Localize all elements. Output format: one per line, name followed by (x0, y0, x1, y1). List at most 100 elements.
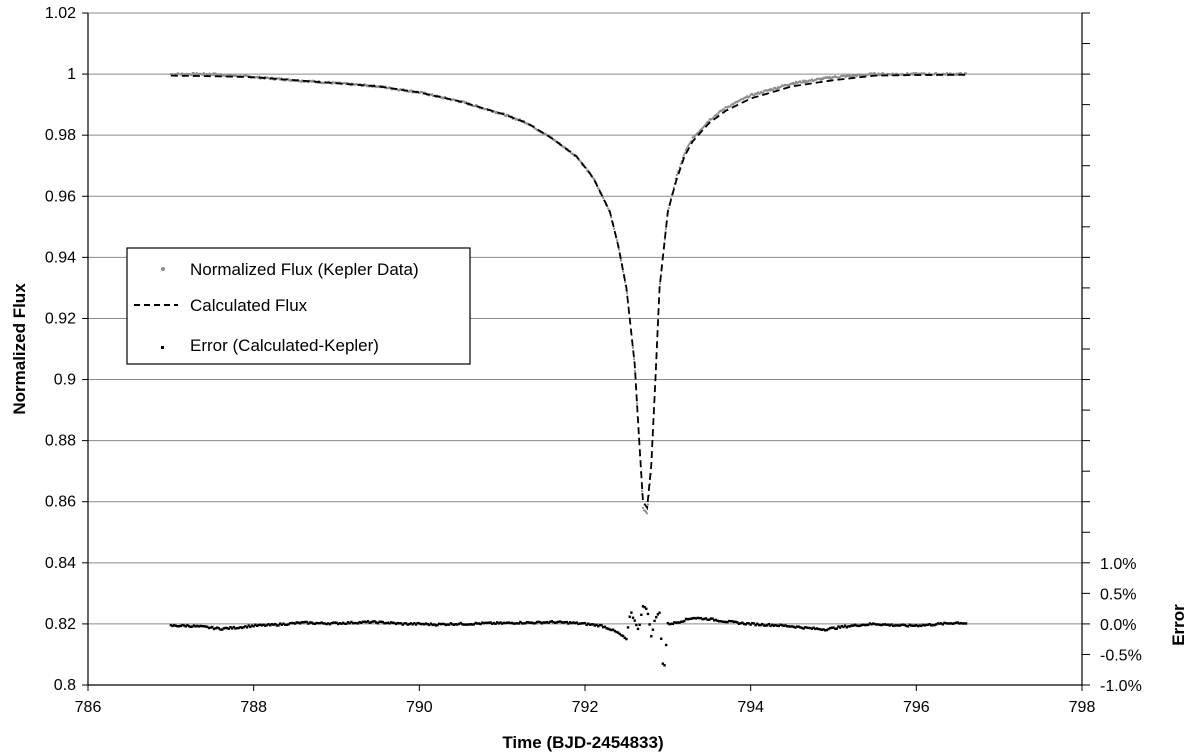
error-point (613, 629, 617, 633)
error-point (655, 615, 658, 619)
kepler-flux-point (716, 113, 719, 116)
error-point (269, 624, 272, 627)
error-point (703, 617, 706, 621)
error-point (905, 624, 908, 628)
error-point (684, 617, 688, 621)
error-point (878, 623, 882, 627)
error-point (872, 622, 875, 625)
error-point (736, 621, 739, 624)
kepler-flux-point (640, 490, 644, 493)
error-point (741, 621, 744, 624)
error-point (303, 620, 307, 624)
error-point (451, 623, 454, 626)
kepler-flux-point (801, 79, 805, 82)
kepler-flux-point (688, 142, 691, 145)
error-point (464, 623, 467, 626)
error-point (431, 623, 434, 627)
x-tick-label-4: 794 (737, 699, 764, 716)
error-point (761, 622, 764, 626)
error-point (817, 627, 820, 631)
error-point (381, 620, 385, 624)
x-axis-title: Time (BJD-2454833) (502, 733, 663, 752)
error-point (828, 626, 832, 630)
error-point (466, 623, 469, 626)
kepler-flux-point (685, 147, 688, 150)
y2-tick-label-2: 0.0% (1100, 617, 1136, 634)
error-point (895, 624, 898, 627)
error-point (331, 621, 335, 624)
error-point (181, 623, 184, 627)
kepler-flux-point (622, 270, 625, 273)
error-point (575, 621, 578, 624)
error-point (852, 624, 855, 627)
error-point (298, 622, 302, 625)
kepler-flux-point (431, 93, 434, 96)
error-point (600, 624, 603, 627)
error-point (376, 622, 380, 625)
error-point (898, 624, 901, 627)
error-point (322, 622, 325, 625)
error-point (721, 620, 724, 623)
error-point (474, 621, 477, 625)
error-point (766, 624, 769, 627)
error-point (211, 625, 214, 629)
y-axis-title: Normalized Flux (10, 283, 29, 415)
kepler-flux-point (964, 72, 968, 75)
error-point (330, 621, 333, 625)
error-point (928, 623, 931, 626)
error-point (549, 620, 552, 623)
error-point (804, 626, 807, 629)
series-calculated-flux (170, 73, 967, 511)
error-point (757, 623, 761, 627)
error-point (424, 622, 428, 625)
error-point (428, 623, 431, 627)
x-tick-label-2: 790 (406, 699, 433, 716)
error-point (411, 623, 414, 626)
error-point (771, 623, 774, 627)
kepler-flux-point (732, 103, 735, 106)
error-point (714, 618, 718, 622)
error-point (189, 625, 192, 629)
error-point (371, 620, 375, 623)
y-tick-label-7: 0.94 (45, 249, 76, 266)
error-point (348, 622, 351, 625)
error-point (888, 624, 892, 627)
kepler-flux-point (946, 72, 949, 75)
x-tick-label-0: 786 (75, 699, 102, 716)
error-point (275, 624, 279, 627)
error-point (305, 620, 308, 624)
error-point (254, 623, 257, 626)
error-point (433, 623, 436, 626)
error-point (492, 621, 496, 625)
error-point (515, 622, 519, 625)
error-point (911, 624, 915, 627)
error-point (370, 620, 373, 624)
error-point (414, 623, 418, 626)
y-tick-label-3: 0.86 (45, 494, 76, 511)
error-point (398, 622, 401, 625)
error-point (726, 620, 729, 624)
error-point (797, 625, 800, 628)
error-point (239, 625, 242, 629)
error-point (242, 625, 245, 629)
error-point (810, 627, 814, 630)
error-point (578, 622, 582, 625)
error-point (827, 627, 830, 631)
legend: Normalized Flux (Kepler Data) Calculated… (126, 247, 471, 365)
error-point (217, 627, 221, 630)
kepler-flux-point (658, 282, 661, 285)
error-point (583, 621, 587, 625)
error-point (505, 621, 509, 624)
error-point (964, 622, 968, 625)
error-point (240, 626, 244, 630)
error-point (775, 624, 779, 627)
error-point (224, 626, 227, 630)
error-point (918, 624, 921, 627)
error-point (385, 621, 388, 625)
error-point (514, 622, 517, 625)
error-point (807, 626, 810, 630)
error-point (547, 621, 550, 624)
error-point (363, 620, 366, 623)
error-point (762, 624, 766, 627)
error-point (555, 621, 559, 624)
